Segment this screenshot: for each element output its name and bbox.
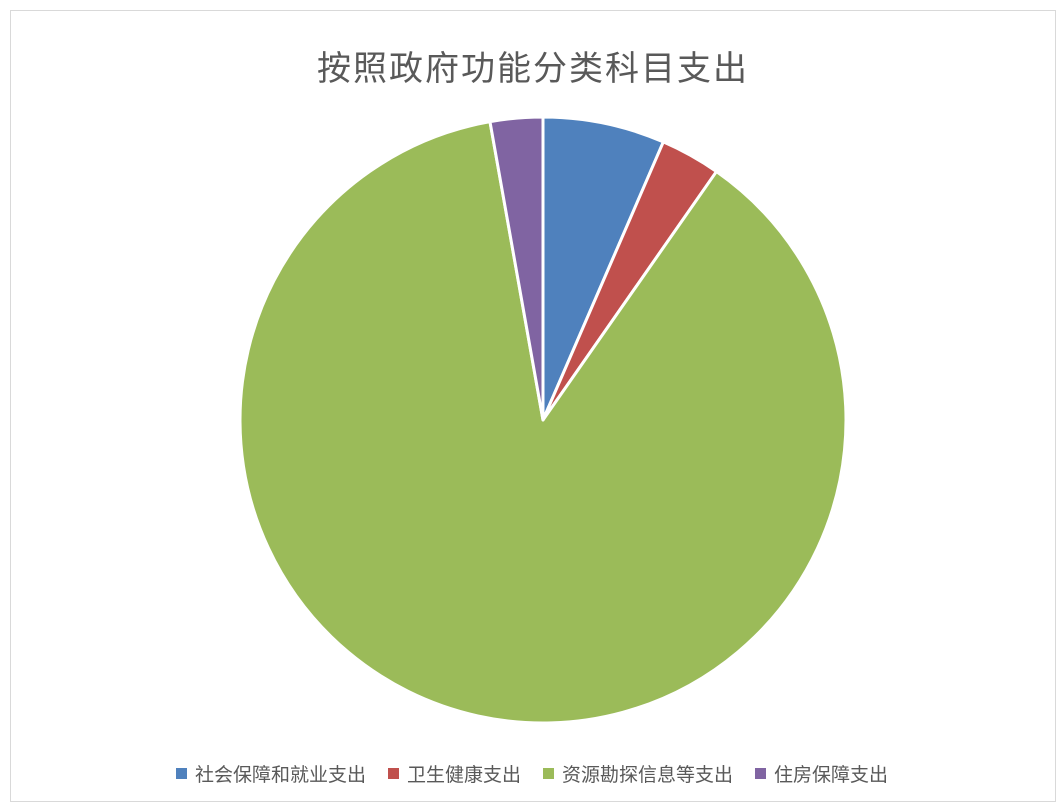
legend-label: 卫生健康支出 [406, 764, 521, 786]
slice-housing [488, 115, 545, 422]
slice-social-security [541, 115, 665, 422]
legend-item-social-security: 社会保障和就业支出 [175, 760, 366, 787]
legend-item-housing: 住房保障支出 [755, 760, 888, 787]
legend-label: 社会保障和就业支出 [194, 764, 366, 786]
legend-item-health: 卫生健康支出 [387, 760, 521, 787]
legend-swatch [175, 768, 187, 779]
pie-slices [238, 115, 848, 725]
legend-label: 住房保障支出 [774, 764, 889, 786]
legend-swatch [543, 768, 554, 779]
legend-label: 资源勘探信息等支出 [562, 764, 734, 786]
legend-item-resource-exploration: 资源勘探信息等支出 [543, 760, 733, 787]
legend: 社会保障和就业支出 卫生健康支出 资源勘探信息等支出 住房保障支出 [0, 760, 1064, 787]
slice-resource-exploration [238, 120, 848, 725]
chart-title: 按照政府功能分类科目支出 [317, 49, 749, 89]
legend-swatch [755, 768, 767, 779]
legend-swatch [387, 768, 399, 779]
